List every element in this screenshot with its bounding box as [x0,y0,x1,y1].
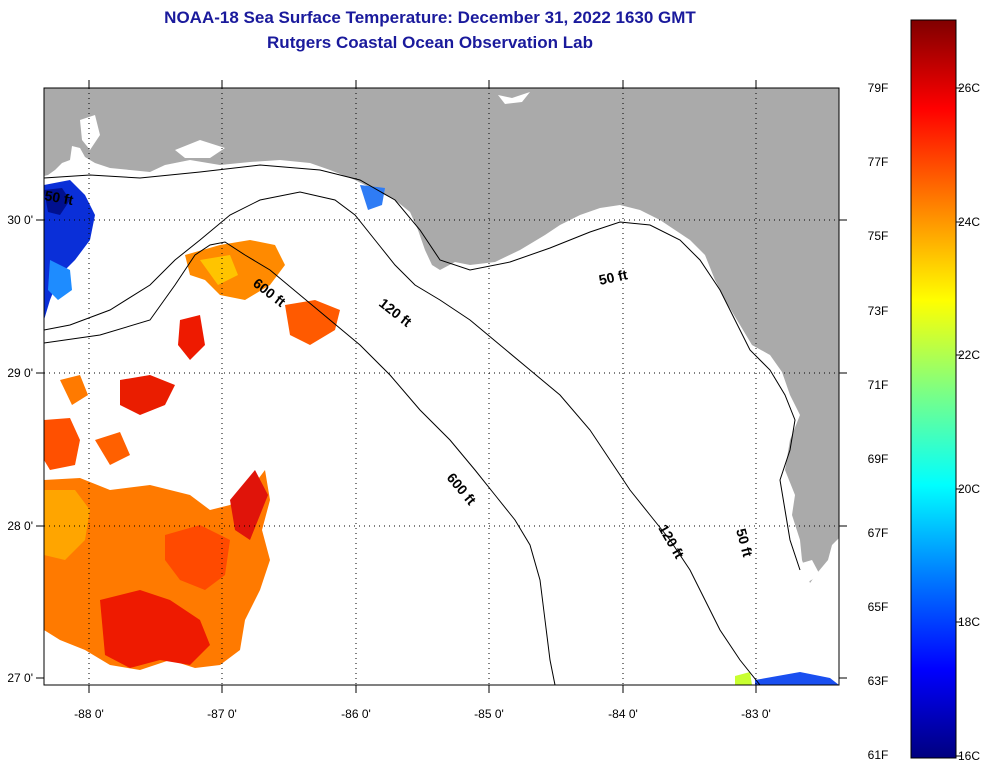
contour-label-50-south: 50 ft [733,527,756,559]
colorbar-f-label: 61F [868,748,889,762]
lat-label: 30 0' [7,213,33,227]
colorbar-c-label: 18C [958,615,980,629]
pensacola-bay [175,140,225,158]
colorbar-c-label: 20C [958,482,980,496]
colorbar-f-label: 65F [868,600,889,614]
land-mass [44,88,839,583]
colorbar-f-label: 75F [868,229,889,243]
lon-label: -87 0' [207,707,237,721]
colorbar-c-ticks [956,87,962,757]
colorbar-f-label: 73F [868,304,889,318]
lat-label: 27 0' [7,671,33,685]
sst-data-patches [44,180,839,685]
isobath-600ft [44,241,556,685]
colorbar-f-label: 71F [868,378,889,392]
lat-label: 28 0' [7,519,33,533]
colorbar-c-label: 22C [958,348,980,362]
map-frame [43,87,840,686]
colorbar [910,19,957,759]
colorbar-c-label: 26C [958,81,980,95]
map-title: NOAA-18 Sea Surface Temperature: Decembe… [164,8,696,27]
lon-label: -88 0' [74,707,104,721]
isobath-120ft [44,191,761,685]
contour-label-partial-nw: 50 ft [43,187,74,208]
isobath-50ft [44,164,801,571]
colorbar-f-label: 77F [868,155,889,169]
inland-lake [498,92,530,104]
contour-label-50-north: 50 ft [597,266,629,288]
map-subtitle: Rutgers Coastal Ocean Observation Lab [267,33,593,52]
colorbar-f-label: 69F [868,452,889,466]
colorbar-f-label: 79F [868,81,889,95]
colorbar-f-label: 67F [868,526,889,540]
lat-label: 29 0' [7,366,33,380]
colorbar-f-label: 63F [868,674,889,688]
lon-label: -84 0' [608,707,638,721]
lon-label: -83 0' [741,707,771,721]
tampa-bay [795,560,820,582]
lon-label: -86 0' [341,707,371,721]
axis-ticks [36,80,847,693]
colorbar-c-label: 16C [958,749,980,763]
lon-label: -85 0' [474,707,504,721]
colorbar-c-label: 24C [958,215,980,229]
mobile-bay [80,115,100,150]
